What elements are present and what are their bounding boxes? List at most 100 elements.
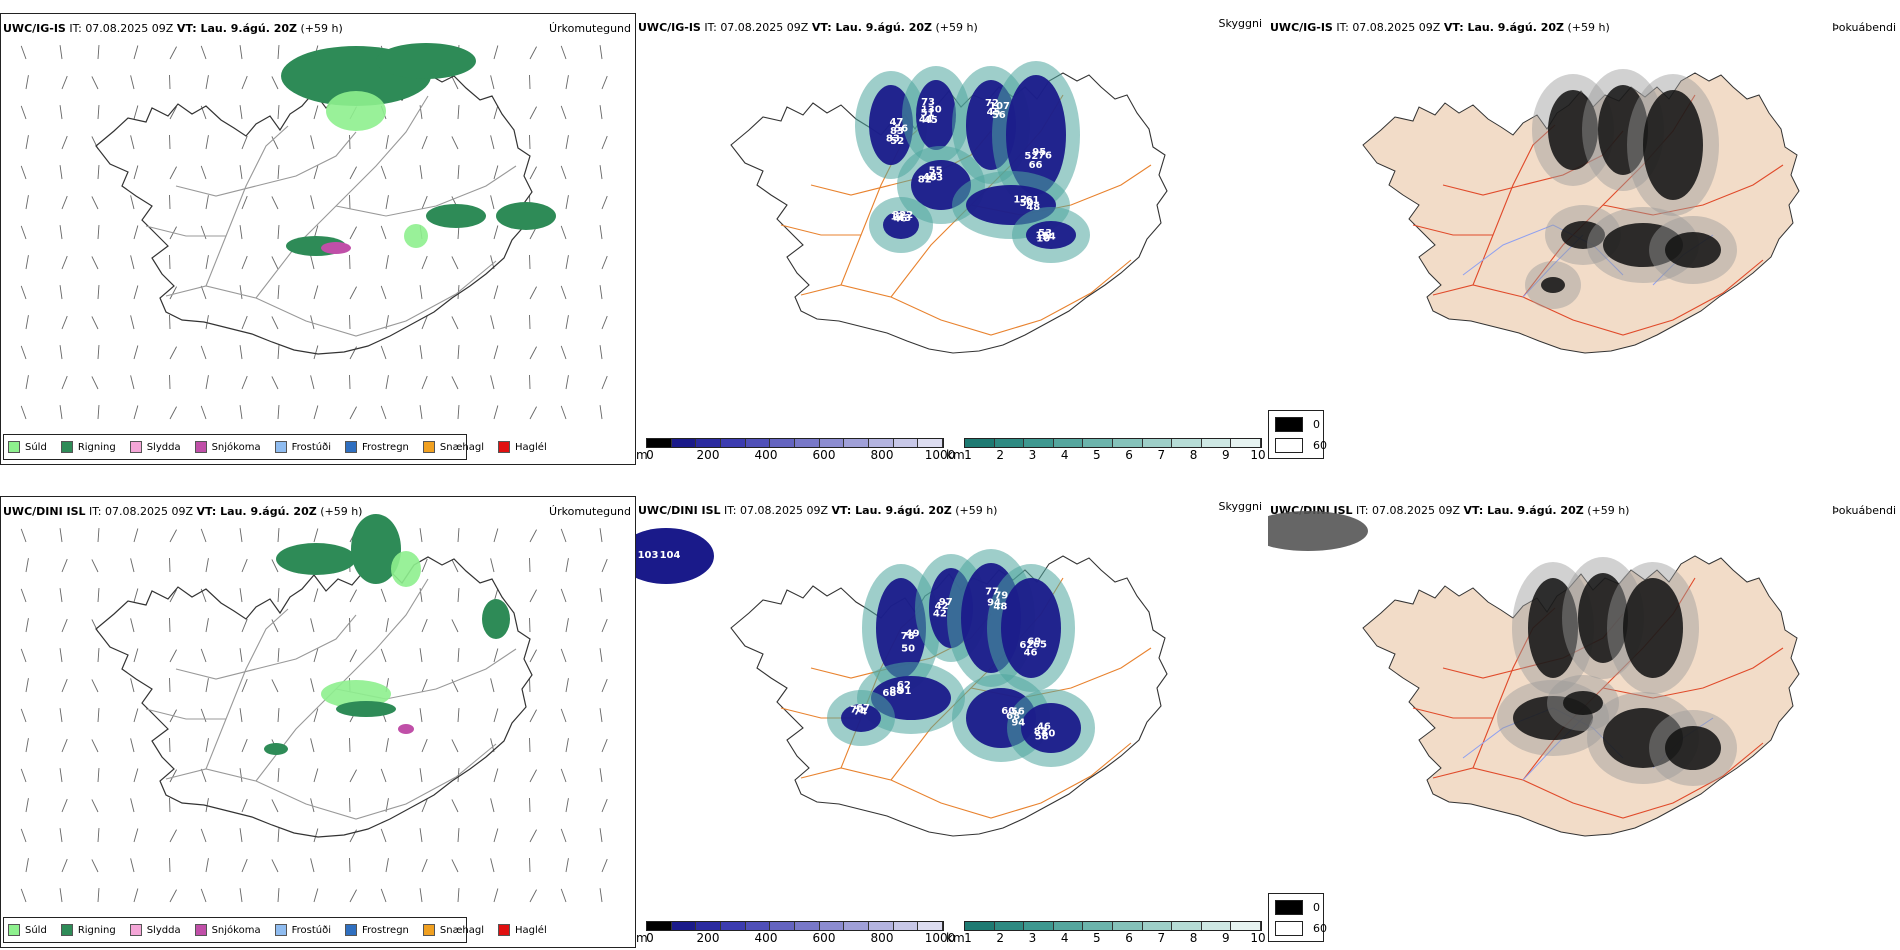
- wind-barb: [241, 618, 248, 633]
- cloudbase-label: 77: [985, 587, 999, 598]
- wind-barb: [271, 799, 279, 813]
- wind-barb: [59, 105, 63, 120]
- wind-barb: [493, 405, 499, 420]
- wind-barb: [130, 858, 135, 873]
- colorbar-tick: 400: [754, 931, 778, 945]
- wind-barb: [349, 889, 357, 903]
- legend-swatch: [194, 924, 207, 936]
- cloudbase-area: [1026, 221, 1076, 249]
- wind-barb: [310, 135, 315, 150]
- cloudbase-label: 53: [1038, 228, 1052, 239]
- rain-area: [482, 599, 510, 639]
- legend-swatch: [129, 441, 142, 453]
- wind-barb: [20, 588, 27, 603]
- cloudbase-label: 88: [889, 685, 903, 696]
- wind-barb: [493, 165, 499, 180]
- road-line: [175, 614, 357, 680]
- cloudbase-label: 58: [1035, 731, 1049, 742]
- colorbar-tick: 1000: [924, 448, 956, 462]
- colorbar-tick: 8: [1189, 448, 1198, 462]
- lead-time: (+59 h): [297, 22, 343, 35]
- wind-barb: [529, 589, 537, 603]
- legend-swatch: [345, 924, 357, 936]
- iceland-outline: 47 45727682125412564445954861104683511076…: [730, 61, 1168, 354]
- wind-barb: [493, 888, 499, 903]
- visibility-colorbar: km 1 2 3 4 5 6 7 8 9 10: [946, 921, 1266, 945]
- drizzle-area: [321, 680, 391, 708]
- wind-barb: [560, 45, 567, 60]
- wind-barb: [419, 828, 423, 843]
- wind-barb: [313, 588, 319, 603]
- legend-swatch: [194, 441, 207, 453]
- vt-label: VT:: [196, 505, 217, 518]
- wind-barb: [205, 618, 209, 633]
- cloudbase-label: 12: [1013, 194, 1027, 205]
- wind-barb: [20, 345, 27, 360]
- road-line: [1432, 742, 1764, 819]
- init-time: IT: 07.08.2025 09Z: [700, 21, 812, 34]
- wind-barb: [91, 859, 99, 873]
- cloudbase-label: 97: [939, 597, 953, 608]
- colorbar-cells: [646, 438, 944, 448]
- cloudbase-label: 43: [897, 213, 911, 224]
- fog-area: [1643, 90, 1703, 200]
- wind-barb: [349, 166, 357, 180]
- wind-barb: [61, 678, 68, 693]
- wind-barb: [130, 135, 135, 150]
- wind-barb: [271, 76, 279, 90]
- wind-barb: [601, 255, 608, 270]
- colorbar-cell: [1053, 922, 1084, 930]
- colorbar-tick: 800: [870, 448, 894, 462]
- rain-area: [426, 204, 486, 228]
- wind-barb: [97, 165, 100, 180]
- wind-barb: [601, 738, 608, 753]
- colorbar-cell: [1024, 922, 1054, 930]
- wind-barb: [313, 648, 319, 663]
- cloudbase-label: 66: [1029, 160, 1043, 171]
- wind-barb: [277, 345, 280, 360]
- fog-legend-label: 60: [1313, 922, 1327, 935]
- wind-barb: [20, 165, 27, 180]
- valid-time: Lau. 9.ágú. 20Z: [1463, 21, 1565, 34]
- wind-barb: [599, 708, 603, 723]
- panel-title: UWC/IG-IS IT: 07.08.2025 09Z VT: Lau. 9.…: [638, 21, 978, 34]
- fog-legend-swatch: [1275, 438, 1303, 453]
- init-time: IT: 07.08.2025 09Z: [1332, 21, 1444, 34]
- wind-barb: [493, 708, 499, 723]
- legend-label: Snjókoma: [211, 441, 261, 453]
- rain-area: [276, 543, 356, 575]
- colorbar-tick: 2: [996, 448, 1005, 462]
- wind-barb: [599, 225, 603, 240]
- fog-area: [1598, 85, 1648, 175]
- wind-barb: [59, 225, 63, 240]
- wind-barb: [565, 195, 569, 210]
- road-line: [800, 259, 1132, 336]
- wind-barb: [239, 345, 243, 360]
- wind-barb: [61, 195, 68, 210]
- cloudbase-label: 83: [890, 126, 904, 137]
- colorbar-cell: [1201, 439, 1232, 447]
- legend-label: Frostúði: [291, 441, 331, 453]
- precip-map: [20, 43, 608, 420]
- wind-barb: [241, 738, 248, 753]
- wind-barb: [529, 769, 537, 783]
- cloudbase-label: 12: [890, 212, 904, 223]
- wind-barb: [61, 618, 68, 633]
- colorbar-cell: [1172, 922, 1202, 930]
- cloudbase-label: 44: [919, 114, 933, 125]
- wind-barb: [385, 255, 389, 270]
- cloudbase-label: 94: [1011, 717, 1025, 728]
- wind-barb: [277, 828, 280, 843]
- wind-barb: [277, 888, 280, 903]
- cloudbase-label: 46: [893, 214, 907, 225]
- cloudbase-label: 82: [1034, 726, 1048, 737]
- colorbar-unit: m: [636, 931, 648, 945]
- cloudbase-label: 94: [987, 598, 1001, 609]
- wind-barb: [271, 559, 279, 573]
- wind-barb: [565, 738, 569, 753]
- wind-barb: [130, 558, 135, 573]
- wind-barb: [59, 828, 63, 843]
- wind-barb: [490, 315, 495, 330]
- cloudbase-label: 65: [1033, 639, 1047, 650]
- wind-barb: [271, 859, 279, 873]
